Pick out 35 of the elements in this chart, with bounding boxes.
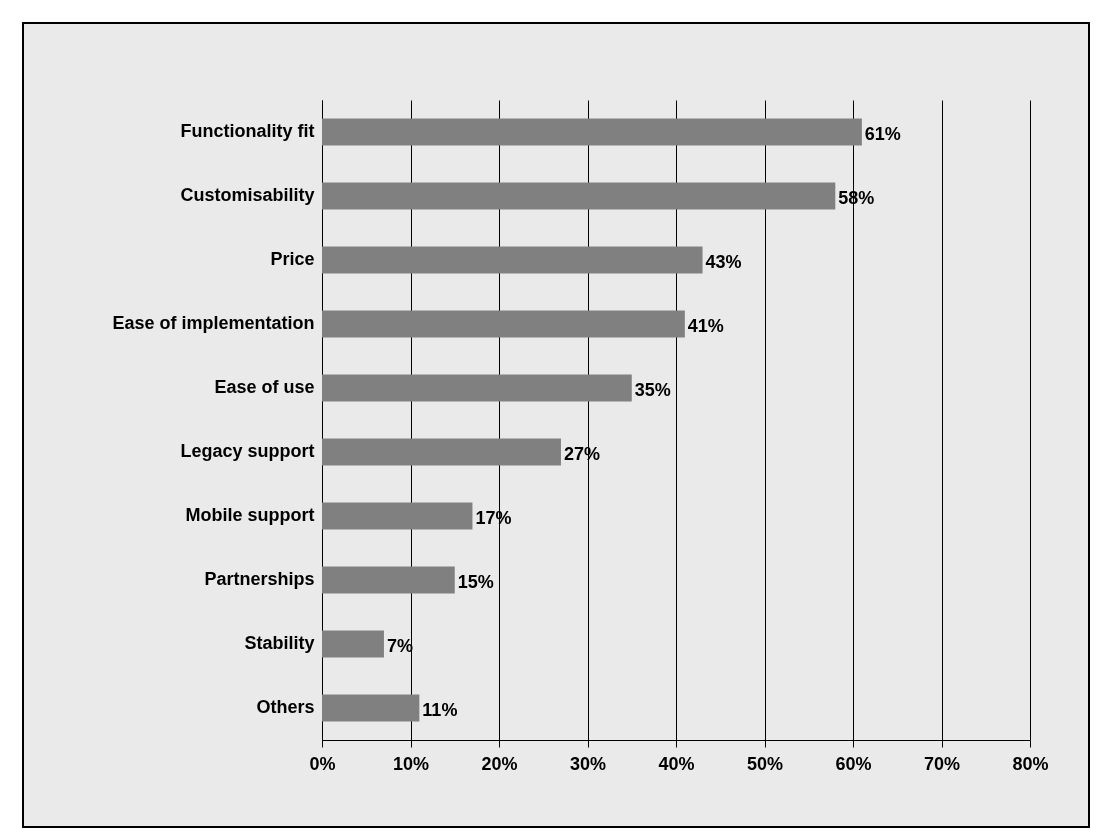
x-tick-label: 30% bbox=[569, 753, 607, 774]
data-label: 35% bbox=[634, 380, 671, 400]
y-tick-label: Mobile support bbox=[185, 505, 315, 525]
x-tick-label: 60% bbox=[835, 753, 872, 774]
x-tick-label: 40% bbox=[658, 753, 695, 774]
x-tick-label: 50% bbox=[746, 753, 784, 774]
data-label: 11% bbox=[422, 700, 458, 720]
bar bbox=[322, 374, 632, 402]
bar bbox=[322, 182, 836, 210]
y-tick-label: Stability bbox=[244, 633, 315, 653]
y-tick-label: Ease of use bbox=[214, 377, 315, 397]
x-tick-label: 80% bbox=[1012, 753, 1049, 774]
y-tick-label: Customisability bbox=[180, 185, 315, 205]
x-tick-label: 70% bbox=[923, 753, 961, 774]
bar bbox=[322, 694, 420, 722]
bar bbox=[322, 438, 561, 466]
bar bbox=[322, 630, 384, 658]
data-label: 15% bbox=[457, 572, 494, 592]
bar bbox=[322, 118, 862, 146]
y-tick-label: Partnerships bbox=[204, 569, 315, 589]
data-label: 61% bbox=[864, 124, 901, 144]
y-tick-label: Ease of implementation bbox=[112, 313, 315, 333]
y-tick-label: Others bbox=[256, 697, 315, 717]
bar bbox=[322, 566, 455, 594]
x-tick-label: 20% bbox=[481, 753, 518, 774]
bar bbox=[322, 246, 703, 274]
x-tick-label: 0% bbox=[309, 753, 336, 774]
y-tick-label: Functionality fit bbox=[180, 121, 315, 141]
bar bbox=[322, 310, 685, 338]
data-label: 43% bbox=[705, 252, 742, 272]
y-tick-label: Price bbox=[270, 249, 315, 269]
x-tick-label: 10% bbox=[392, 753, 430, 774]
data-label: 41% bbox=[687, 316, 724, 336]
y-tick-label: Legacy support bbox=[180, 441, 315, 461]
bar bbox=[322, 502, 473, 530]
